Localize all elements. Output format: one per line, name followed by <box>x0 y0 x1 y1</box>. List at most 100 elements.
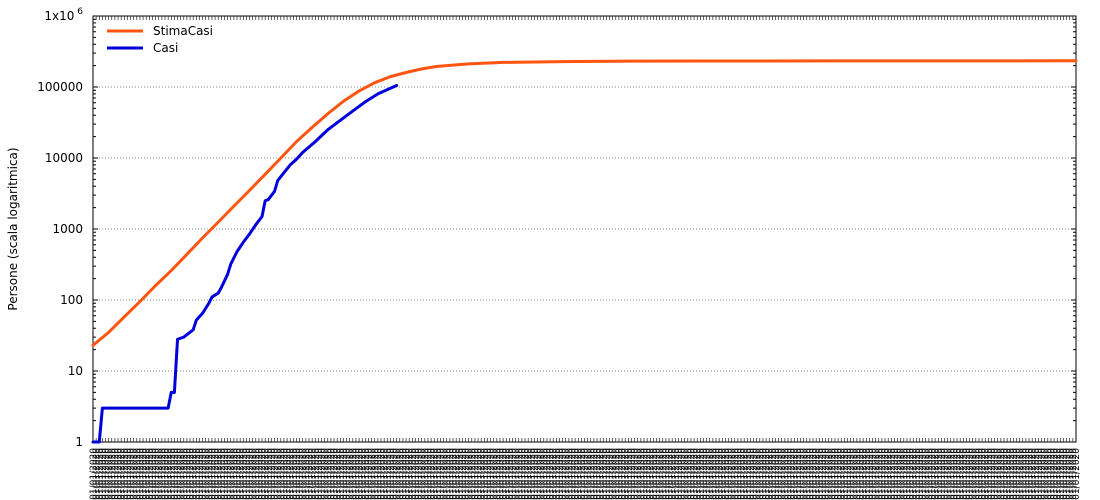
x-tick-label: 01/01/2020 <box>599 448 609 500</box>
x-tick-label: 01/01/2020 <box>765 448 775 500</box>
x-tick-label: 01/01/2020 <box>462 448 472 500</box>
x-tick-label: 01/01/2020 <box>446 448 456 500</box>
x-tick-label: 01/01/2020 <box>192 448 202 500</box>
x-tick-label: 01/01/2020 <box>649 448 659 500</box>
x-tick-label: 01/01/2020 <box>177 448 187 500</box>
x-tick-label: 01/01/2020 <box>549 448 559 500</box>
x-tick-label: 01/01/2020 <box>1022 448 1032 500</box>
x-tick-label: 01/01/2020 <box>693 448 703 500</box>
x-tick-label: 01/01/2020 <box>405 448 415 500</box>
x-tick-label: 01/01/2020 <box>89 448 99 500</box>
x-tick-label: 01/01/2020 <box>299 448 309 500</box>
x-tick-label: 01/01/2020 <box>809 448 819 500</box>
x-tick-label: 01/01/2020 <box>308 448 318 500</box>
x-tick-label: 01/01/2020 <box>562 448 572 500</box>
x-tick-label: 01/01/2020 <box>1006 448 1016 500</box>
x-tick-label: 01/01/2020 <box>277 448 287 500</box>
x-tick-label: 01/01/2020 <box>615 448 625 500</box>
x-tick-label: 01/01/2020 <box>152 448 162 500</box>
x-tick-label: 01/01/2020 <box>997 448 1007 500</box>
x-tick-label: 01/01/2020 <box>684 448 694 500</box>
x-tick-label: 01/01/2020 <box>721 448 731 500</box>
x-tick-label: 01/01/2020 <box>912 448 922 500</box>
x-tick-label: 01/01/2020 <box>543 448 553 500</box>
x-tick-label: 01/01/2020 <box>984 448 994 500</box>
y-axis-title: Persone (scala logaritmica) <box>6 147 20 310</box>
x-tick-label: 01/01/2020 <box>706 448 716 500</box>
x-tick-label: 01/01/2020 <box>662 448 672 500</box>
x-tick-label: 01/01/2020 <box>199 448 209 500</box>
x-tick-label: 01/01/2020 <box>900 448 910 500</box>
x-tick-label: 01/01/2020 <box>161 448 171 500</box>
x-tick-label: 01/01/2020 <box>822 448 832 500</box>
x-tick-label: 01/01/2020 <box>840 448 850 500</box>
x-tick-label: 01/01/2020 <box>333 448 343 500</box>
x-tick-label: 01/01/2020 <box>646 448 656 500</box>
x-tick-label: 01/01/2020 <box>581 448 591 500</box>
x-tick-label: 01/01/2020 <box>687 448 697 500</box>
x-tick-label: 01/01/2020 <box>236 448 246 500</box>
x-tick-label: 01/01/2020 <box>230 448 240 500</box>
x-tick-label: 01/01/2020 <box>862 448 872 500</box>
x-tick-label: 01/01/2020 <box>327 448 337 500</box>
x-tick-label: 01/01/2020 <box>220 448 230 500</box>
x-tick-label: 01/01/2020 <box>1044 448 1054 500</box>
x-tick-label: 01/01/2020 <box>364 448 374 500</box>
x-tick-label: 01/01/2020 <box>1072 448 1082 500</box>
x-tick-label: 01/01/2020 <box>264 448 274 500</box>
x-tick-label: 01/01/2020 <box>258 448 268 500</box>
x-tick-label: 01/01/2020 <box>800 448 810 500</box>
x-tick-label: 01/01/2020 <box>587 448 597 500</box>
x-tick-label: 01/01/2020 <box>546 448 556 500</box>
x-tick-label: 01/01/2020 <box>443 448 453 500</box>
x-tick-label: 01/01/2020 <box>195 448 205 500</box>
x-tick-label: 01/01/2020 <box>321 448 331 500</box>
x-tick-label: 01/01/2020 <box>806 448 816 500</box>
x-tick-label: 01/01/2020 <box>740 448 750 500</box>
x-tick-label: 01/01/2020 <box>402 448 412 500</box>
x-tick-label: 01/01/2020 <box>728 448 738 500</box>
x-tick-label: 01/01/2020 <box>950 448 960 500</box>
x-tick-label: 01/01/2020 <box>674 448 684 500</box>
x-tick-label: 01/01/2020 <box>925 448 935 500</box>
x-tick-label: 01/01/2020 <box>897 448 907 500</box>
x-tick-label: 01/01/2020 <box>92 448 102 500</box>
x-tick-label: 01/01/2020 <box>555 448 565 500</box>
x-tick-label: 01/01/2020 <box>1016 448 1026 500</box>
x-tick-label: 01/01/2020 <box>834 448 844 500</box>
x-tick-label: 01/01/2020 <box>530 448 540 500</box>
x-tick-label: 01/01/2020 <box>411 448 421 500</box>
x-tick-label: 01/01/2020 <box>515 448 525 500</box>
x-tick-label: 01/01/2020 <box>170 448 180 500</box>
x-tick-label: 01/01/2020 <box>499 448 509 500</box>
x-tick-label: 01/01/2020 <box>552 448 562 500</box>
x-tick-label: 01/01/2020 <box>994 448 1004 500</box>
x-tick-label: 01/01/2020 <box>559 448 569 500</box>
x-tick-label: 01/01/2020 <box>975 448 985 500</box>
x-tick-label: 01/01/2020 <box>596 448 606 500</box>
x-tick-label: 01/01/2020 <box>803 448 813 500</box>
x-tick-label: 01/01/2020 <box>114 448 124 500</box>
x-tick-label: 01/01/2020 <box>189 448 199 500</box>
x-tick-label: 01/01/2020 <box>449 448 459 500</box>
x-tick-label: 01/01/2020 <box>668 448 678 500</box>
x-tick-label: 01/01/2020 <box>493 448 503 500</box>
x-tick-label: 01/01/2020 <box>480 448 490 500</box>
x-tick-label: 01/01/2020 <box>496 448 506 500</box>
x-tick-label: 01/01/2020 <box>699 448 709 500</box>
x-tick-label: 01/01/2020 <box>471 448 481 500</box>
x-tick-label: 01/01/2020 <box>386 448 396 500</box>
x-tick-label: 01/01/2020 <box>95 448 105 500</box>
series-line-casi <box>91 84 399 444</box>
x-tick-label: 01/01/2020 <box>211 448 221 500</box>
x-tick-label: 01/01/2020 <box>330 448 340 500</box>
x-tick-label: 01/01/2020 <box>793 448 803 500</box>
x-tick-label: 01/01/2020 <box>1038 448 1048 500</box>
x-tick-label: 01/01/2020 <box>781 448 791 500</box>
x-tick-label: 01/01/2020 <box>368 448 378 500</box>
x-tick-label: 01/01/2020 <box>631 448 641 500</box>
x-tick-label: 01/01/2020 <box>108 448 118 500</box>
x-tick-label: 01/01/2020 <box>715 448 725 500</box>
legend-label-stimacasi: StimaCasi <box>153 24 213 38</box>
x-tick-label: 01/01/2020 <box>111 448 121 500</box>
